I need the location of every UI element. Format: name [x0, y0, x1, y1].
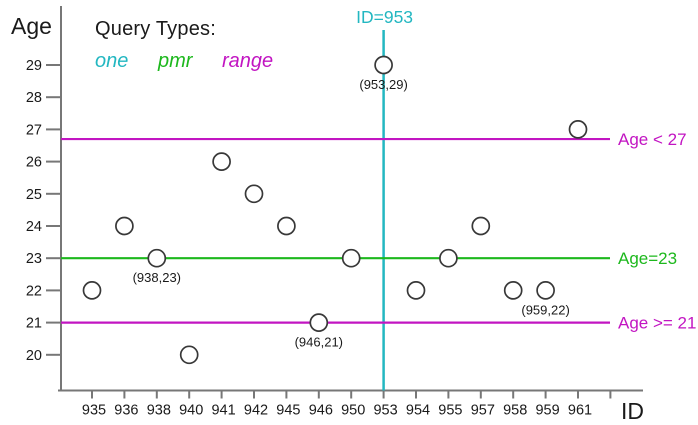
x-tick-label: 957: [471, 403, 495, 419]
data-point-958: [503, 281, 523, 300]
data-point-941: [212, 152, 231, 171]
data-point-936: [115, 216, 134, 236]
x-tick-label: 945: [276, 403, 300, 419]
data-point-940: [179, 345, 199, 365]
data-point-955: [439, 248, 458, 268]
y-tick-label: 20: [26, 348, 42, 364]
query-line-label: Age=23: [618, 249, 677, 268]
point-label-946: (946,21): [295, 335, 343, 350]
data-point-946: [309, 313, 329, 332]
data-point-954: [406, 281, 426, 300]
x-tick-label: 950: [341, 403, 365, 419]
query-line-label: Age < 27: [618, 130, 687, 149]
legend-title: Query Types:: [95, 18, 216, 40]
y-tick-label: 25: [26, 187, 42, 203]
x-tick-label: 942: [244, 403, 268, 419]
data-point-938: [147, 248, 167, 268]
y-tick-label: 27: [26, 122, 42, 138]
data-point-935: [82, 281, 102, 300]
data-point-942: [244, 184, 264, 204]
y-tick-label: 21: [26, 316, 42, 332]
query-types-legend: Query Types: one pmr range: [95, 18, 273, 73]
data-point-957: [471, 216, 491, 236]
x-tick-label: 955: [438, 403, 462, 419]
x-axis-title: ID: [621, 398, 644, 424]
x-tick-label: 935: [82, 403, 106, 419]
y-tick-label: 26: [26, 155, 42, 171]
point-label-938: (938,23): [133, 270, 181, 285]
legend-item-one: one: [95, 50, 129, 72]
data-point-961: [568, 120, 588, 139]
legend-item-pmr: pmr: [158, 50, 193, 72]
y-axis-title: Age: [11, 13, 52, 39]
x-tick-label: 938: [147, 403, 171, 419]
x-tick-label: 953: [373, 403, 397, 419]
y-tick-label: 28: [26, 90, 42, 106]
legend-item-range: range: [222, 50, 274, 72]
query-line-label: ID=953: [356, 7, 413, 27]
y-tick-label: 23: [26, 251, 42, 267]
x-tick-label: 959: [535, 403, 559, 419]
x-tick-label: 941: [211, 403, 235, 419]
y-tick-label: 22: [26, 283, 42, 299]
x-tick-label: 936: [114, 403, 138, 419]
data-point-959: [536, 281, 555, 300]
data-point-950: [341, 248, 361, 268]
x-tick-label: 958: [503, 403, 527, 419]
y-tick-label: 29: [26, 58, 42, 74]
y-tick-label: 24: [26, 219, 42, 235]
query-line-label: Age >= 21: [618, 314, 696, 333]
x-tick-label: 940: [179, 403, 203, 419]
x-tick-label: 946: [309, 403, 333, 419]
point-label-959: (959,22): [521, 302, 569, 317]
data-point-945: [277, 216, 296, 236]
point-label-953: (953,29): [359, 77, 407, 92]
x-tick-label: 954: [406, 403, 430, 419]
x-tick-label: 961: [568, 403, 592, 419]
legend-items: one pmr range: [95, 50, 273, 73]
data-point-953: [374, 55, 393, 75]
